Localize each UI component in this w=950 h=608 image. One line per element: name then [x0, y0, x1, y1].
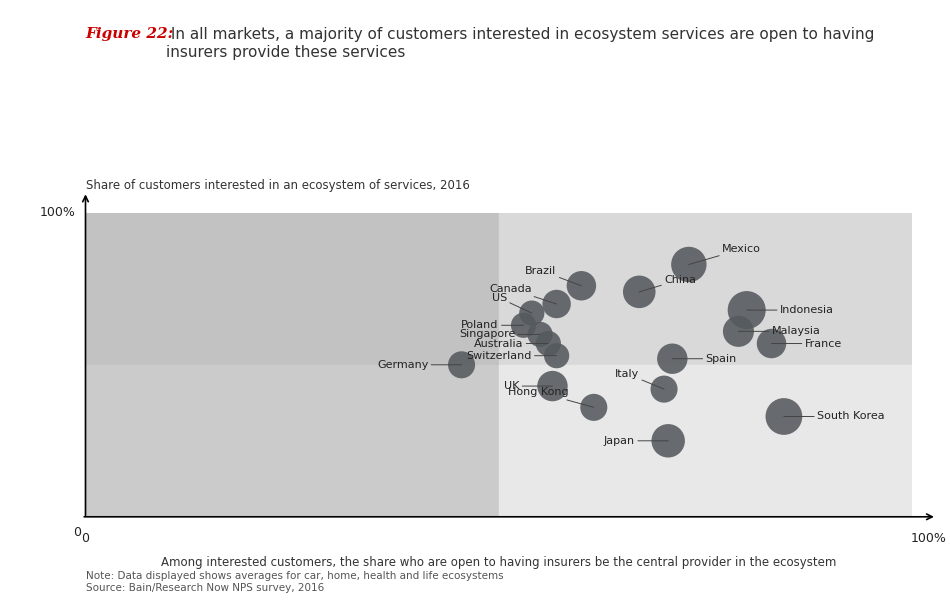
Text: Hong Kong: Hong Kong: [508, 387, 594, 407]
Bar: [499, 213, 912, 365]
Point: [656, 384, 672, 394]
Text: Canada: Canada: [489, 284, 557, 304]
Text: Indonesia: Indonesia: [747, 305, 834, 315]
Point: [681, 260, 696, 269]
Point: [731, 326, 746, 336]
Point: [532, 330, 547, 339]
Text: Japan: Japan: [604, 436, 668, 446]
Point: [665, 354, 680, 364]
Point: [541, 339, 556, 348]
Point: [524, 308, 540, 318]
Text: Singapore: Singapore: [459, 330, 540, 339]
Point: [549, 299, 564, 309]
Text: 0: 0: [82, 532, 89, 545]
Text: US: US: [492, 293, 532, 313]
Text: Note: Data displayed shows averages for car, home, health and life ecosystems
So: Note: Data displayed shows averages for …: [86, 571, 504, 593]
Point: [660, 436, 675, 446]
Text: Spain: Spain: [673, 354, 736, 364]
Text: France: France: [771, 339, 842, 348]
Point: [549, 351, 564, 361]
Text: China: China: [639, 275, 696, 292]
Text: Brazil: Brazil: [525, 266, 581, 286]
Text: Switzerland: Switzerland: [466, 351, 557, 361]
Text: Figure 22:: Figure 22:: [86, 27, 174, 41]
Text: UK: UK: [504, 381, 553, 391]
Text: 100%: 100%: [911, 532, 946, 545]
Bar: [86, 365, 499, 517]
Text: South Korea: South Korea: [784, 412, 884, 421]
Point: [545, 381, 560, 391]
Bar: [86, 213, 499, 365]
Point: [764, 339, 779, 348]
Point: [739, 305, 754, 315]
Bar: [499, 365, 912, 517]
Point: [516, 320, 531, 330]
Text: Italy: Italy: [615, 369, 664, 389]
Text: Germany: Germany: [377, 360, 462, 370]
Point: [632, 287, 647, 297]
Point: [776, 412, 791, 421]
Text: Poland: Poland: [462, 320, 523, 330]
Text: 100%: 100%: [40, 206, 76, 219]
Point: [574, 281, 589, 291]
Text: Malaysia: Malaysia: [738, 326, 821, 336]
Text: In all markets, a majority of customers interested in ecosystem services are ope: In all markets, a majority of customers …: [166, 27, 875, 60]
Text: Share of customers interested in an ecosystem of services, 2016: Share of customers interested in an ecos…: [86, 179, 469, 192]
Point: [454, 360, 469, 370]
Text: Australia: Australia: [474, 339, 548, 348]
Text: Among interested customers, the share who are open to having insurers be the cen: Among interested customers, the share wh…: [162, 556, 836, 569]
Text: 0: 0: [73, 526, 82, 539]
Text: Mexico: Mexico: [689, 244, 761, 264]
Point: [586, 402, 601, 412]
